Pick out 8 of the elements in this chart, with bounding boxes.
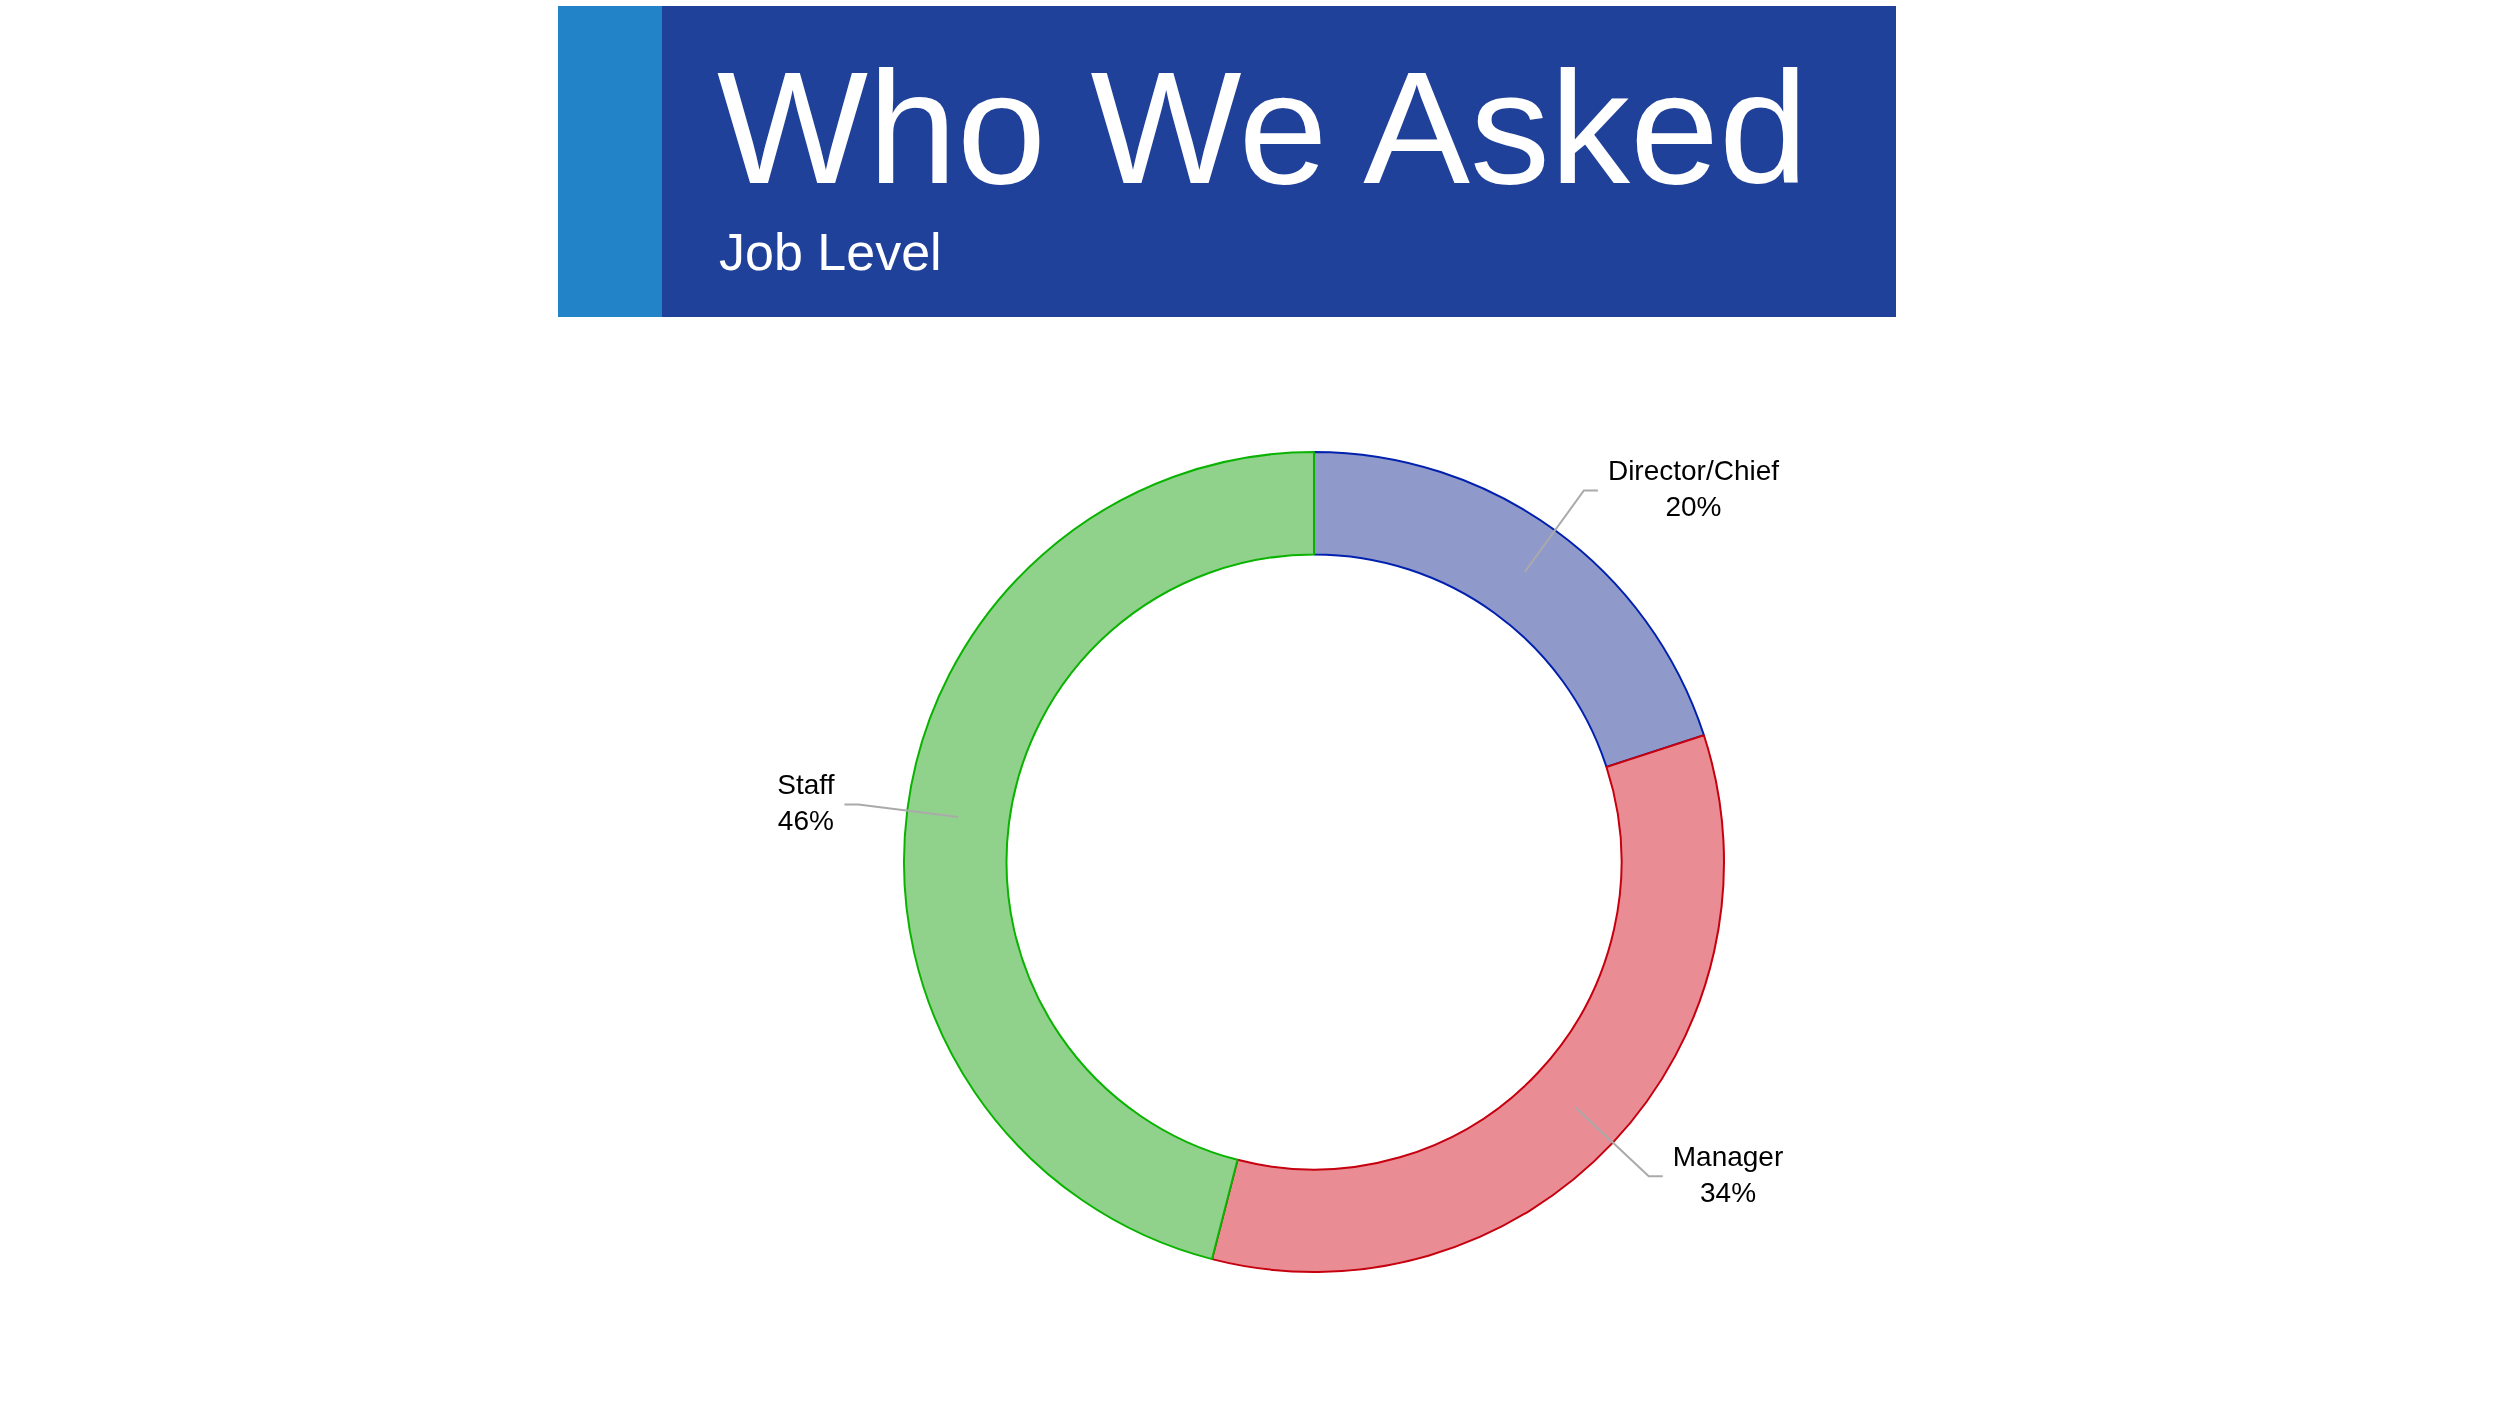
slice-label: Director/Chief: [1607, 455, 1780, 487]
data-label: 46%: [777, 805, 834, 837]
data-label: 20%: [1665, 491, 1722, 523]
data-label: 34%: [1699, 1177, 1757, 1209]
slice-label: Staff: [777, 769, 835, 801]
chart-subtitle: Job Level: [719, 222, 942, 282]
slice-label: Manager: [1672, 1141, 1784, 1173]
chart-title: Who We Asked: [717, 38, 1808, 218]
